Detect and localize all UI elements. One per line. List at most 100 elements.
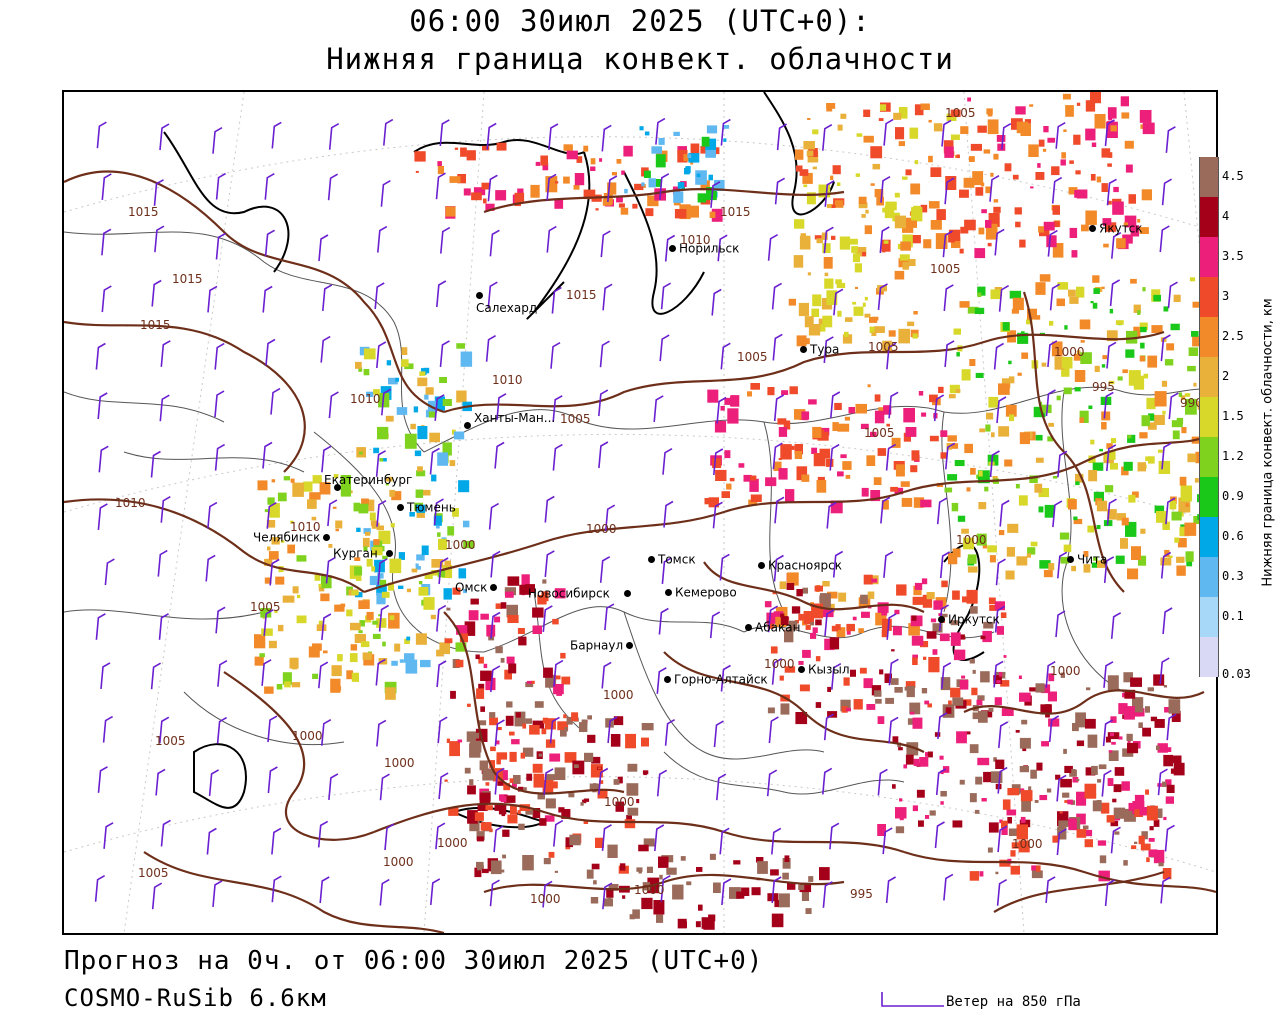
cloud-cell <box>822 315 833 328</box>
cloud-cell <box>454 147 459 150</box>
cloud-cell <box>1061 152 1066 159</box>
wind-barb <box>829 822 840 850</box>
cloud-cell <box>969 359 976 366</box>
wind-barb <box>829 443 840 471</box>
wind-barb <box>1101 769 1112 797</box>
cloud-cell <box>359 451 363 455</box>
cloud-cell <box>1150 716 1158 722</box>
wind-barb <box>822 124 833 151</box>
wind-barb <box>935 768 947 796</box>
cloud-cell <box>514 711 526 727</box>
wind-barb <box>659 334 670 362</box>
cloud-cell <box>983 149 991 154</box>
isobar-label: 1015 <box>128 205 159 219</box>
cloud-cell <box>837 124 843 131</box>
cloud-cell <box>424 394 429 400</box>
cloud-cell <box>995 759 1005 769</box>
cloud-cell <box>983 621 994 629</box>
wind-barb <box>1056 828 1067 856</box>
cloud-cell <box>993 675 1002 684</box>
cloud-cell <box>416 470 426 477</box>
wind-barb <box>989 450 1000 478</box>
cloud-cell <box>872 316 879 321</box>
cloud-cell <box>520 752 525 759</box>
cloud-cell <box>483 198 487 204</box>
cloud-cell <box>563 714 567 719</box>
isobar-label: 1005 <box>250 600 281 614</box>
cloud-cell <box>1073 134 1081 145</box>
cloud-cell <box>534 701 544 708</box>
cloud-cell <box>455 642 467 652</box>
cloud-cell <box>788 620 798 631</box>
cloud-cell <box>346 609 353 617</box>
cloud-cell <box>632 203 638 209</box>
cloud-cell <box>354 634 366 643</box>
cloud-cell <box>1065 105 1074 117</box>
cloud-cell <box>418 587 429 596</box>
cloud-cell <box>1024 119 1031 124</box>
cloud-cell <box>972 669 976 674</box>
cloud-cell <box>874 690 882 697</box>
cloud-cell <box>829 637 840 649</box>
cloud-cell <box>458 568 467 579</box>
wind-barb <box>598 389 609 417</box>
cloud-cell <box>1073 516 1078 521</box>
cloud-cell <box>656 914 664 923</box>
cloud-cell <box>1030 541 1038 547</box>
cloud-cell <box>282 672 292 685</box>
cloud-cell <box>749 478 759 492</box>
cloud-cell <box>469 732 480 739</box>
cloud-cell <box>988 213 1000 227</box>
cloud-cell <box>981 209 987 214</box>
cloud-cell <box>822 581 830 587</box>
cloud-cell <box>1035 457 1044 463</box>
cloud-cell <box>480 670 492 681</box>
cloud-cell <box>1043 570 1053 578</box>
legend-color-swatch <box>1199 237 1219 277</box>
cloud-cell <box>590 897 599 904</box>
cloud-cell <box>1043 221 1055 231</box>
cloud-cell <box>715 469 727 481</box>
cloud-cell <box>1185 503 1190 507</box>
cloud-cell <box>1048 422 1054 427</box>
wind-barb <box>97 503 108 530</box>
cloud-cell <box>1038 226 1044 233</box>
cloud-cell <box>542 780 554 793</box>
cloud-cell <box>940 677 951 691</box>
city-irkutsk: Иркутск <box>938 612 1000 627</box>
cloud-cell <box>579 722 588 732</box>
wind-barb <box>215 172 226 200</box>
cloud-cell <box>1030 186 1034 189</box>
cloud-cell <box>729 477 735 482</box>
cloud-cell <box>328 544 333 548</box>
cloud-cell <box>959 248 964 254</box>
cloud-cell <box>410 423 416 430</box>
wind-barb <box>214 390 225 418</box>
cloud-cell <box>469 779 474 786</box>
cloud-cell <box>972 171 984 186</box>
cloud-cell <box>470 598 479 605</box>
cloud-cell <box>515 712 521 718</box>
cloud-cell <box>538 753 542 757</box>
cloud-cell <box>365 531 371 536</box>
cloud-cell <box>815 656 821 662</box>
cloud-cell <box>1067 799 1073 805</box>
cloud-cell <box>767 621 775 629</box>
cloud-cell <box>874 410 885 424</box>
cloud-cell <box>906 220 917 228</box>
cloud-cell <box>506 604 518 618</box>
legend-tick-label: 4 <box>1222 209 1230 223</box>
cloud-cell <box>959 189 969 198</box>
cloud-cell <box>394 643 401 652</box>
cloud-cell <box>417 426 428 440</box>
cloud-cell <box>1076 102 1081 106</box>
cloud-cell <box>987 112 993 117</box>
cloud-cell <box>783 420 791 430</box>
cloud-cell <box>474 867 482 878</box>
wind-barb <box>271 827 282 855</box>
cloud-cell <box>1035 172 1045 180</box>
cloud-cell <box>1018 495 1028 506</box>
cloud-cell <box>831 204 836 208</box>
cloud-cell <box>1015 730 1020 733</box>
isobar-label: 1000 <box>603 688 634 702</box>
